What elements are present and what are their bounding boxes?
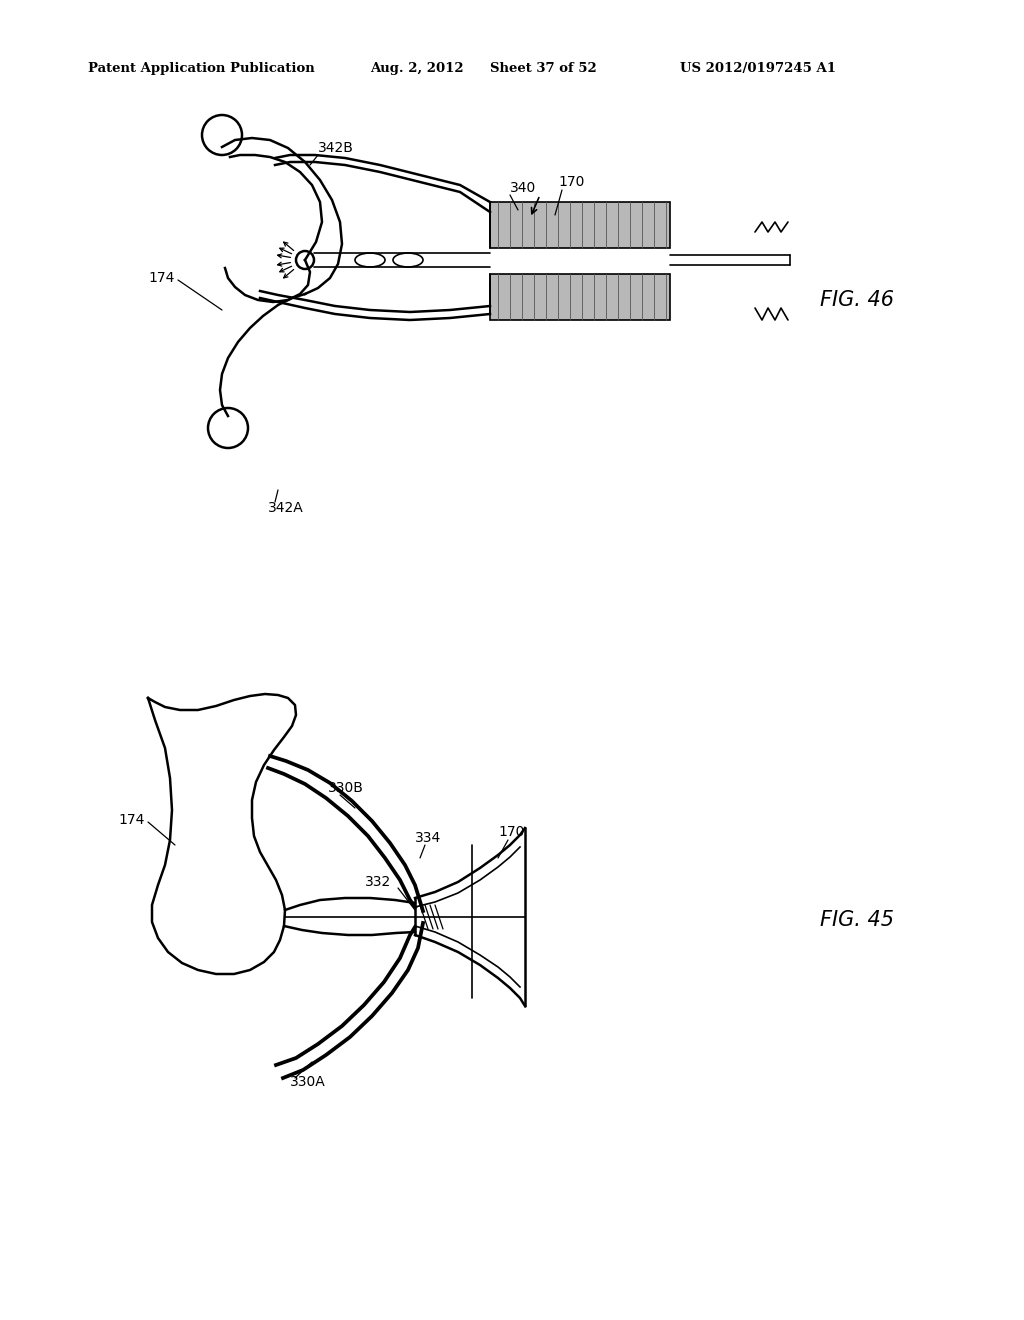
Text: 342B: 342B — [318, 141, 354, 154]
Text: 332: 332 — [365, 875, 391, 888]
Text: FIG. 46: FIG. 46 — [820, 290, 894, 310]
Text: 330A: 330A — [290, 1074, 326, 1089]
Text: 330B: 330B — [328, 781, 364, 795]
Text: US 2012/0197245 A1: US 2012/0197245 A1 — [680, 62, 836, 75]
Text: 174: 174 — [148, 271, 174, 285]
Text: 174: 174 — [118, 813, 144, 828]
Text: 342A: 342A — [268, 502, 304, 515]
Text: Sheet 37 of 52: Sheet 37 of 52 — [490, 62, 597, 75]
Text: 340: 340 — [510, 181, 537, 195]
Text: 170: 170 — [558, 176, 585, 189]
Bar — [490, 202, 670, 248]
Text: FIG. 45: FIG. 45 — [820, 909, 894, 931]
Bar — [490, 275, 670, 319]
Text: Patent Application Publication: Patent Application Publication — [88, 62, 314, 75]
Text: 334: 334 — [415, 832, 441, 845]
Text: 170: 170 — [498, 825, 524, 840]
Text: Aug. 2, 2012: Aug. 2, 2012 — [370, 62, 464, 75]
